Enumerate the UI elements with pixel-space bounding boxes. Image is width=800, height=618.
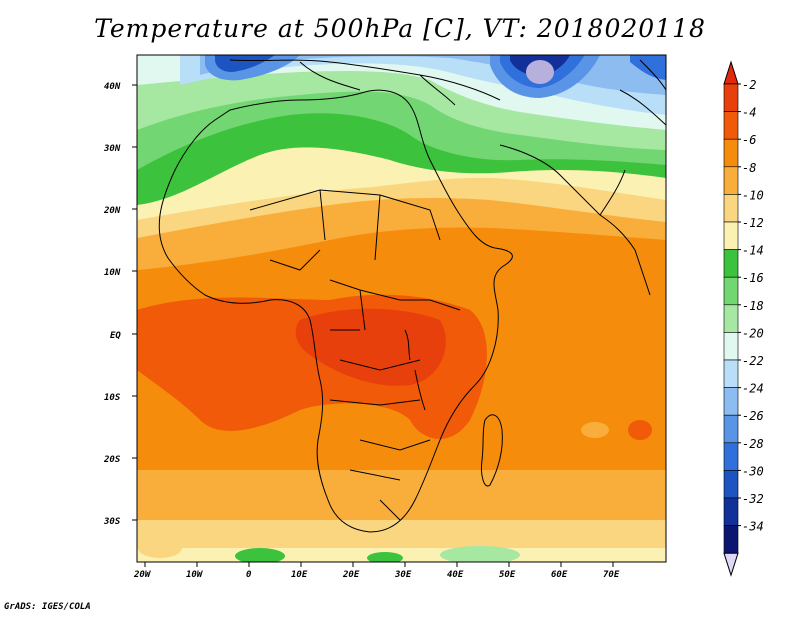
colorbar: -2 -4 -6 -8 -10 -12 -14 -16 -18 -20 -22 -24 -26 -28 -3… (723, 60, 764, 577)
temperature-field (137, 55, 666, 562)
lat-tick-label: 10S (104, 393, 121, 403)
colorbar-label: -20 (742, 326, 764, 340)
longitude-axis: 20W 10W 0 10E 20E 30E 40E 50E 60E 70E (133, 562, 620, 580)
colorbar-swatch (723, 138, 739, 168)
lon-tick-label: 10W (186, 570, 204, 580)
lon-tick-label: 30E (394, 570, 412, 580)
colorbar-swatch (723, 304, 739, 333)
colorbar-swatch (723, 276, 739, 306)
colorbar-label: -16 (742, 271, 764, 285)
colorbar-label: -34 (742, 520, 764, 534)
colorbar-swatch (723, 194, 739, 223)
lon-tick-label: 70E (603, 570, 620, 580)
colorbar-swatch (723, 497, 739, 526)
colorbar-label: -8 (742, 161, 756, 175)
lat-tick-label: 20S (103, 455, 121, 465)
lat-tick-label: 30N (103, 144, 121, 154)
colorbar-label: -18 (742, 299, 764, 313)
lon-tick-label: 40E (447, 570, 464, 580)
colorbar-swatch (723, 83, 739, 112)
colorbar-swatch (723, 470, 739, 499)
lon-tick-label: 50E (499, 570, 516, 580)
lat-tick-label: 30S (103, 517, 121, 527)
colorbar-swatch (723, 111, 739, 140)
colorbar-label: -30 (742, 464, 764, 478)
colorbar-bottom-arrow (723, 552, 739, 577)
lon-tick-label: 20E (342, 570, 360, 580)
latitude-axis: 40N 30N 20N 10N EQ 10S 20S 30S (103, 82, 137, 527)
map-title: Temperature at 500hPa [C], VT: 201802011… (94, 14, 706, 43)
colorbar-swatch (723, 221, 739, 250)
colorbar-label: -24 (742, 382, 764, 396)
colorbar-label: -14 (742, 244, 764, 258)
lat-tick-label: EQ (110, 331, 121, 341)
colorbar-swatch (723, 332, 739, 361)
colorbar-swatch (723, 249, 739, 278)
lon-tick-label: 0 (246, 570, 252, 580)
colorbar-swatch (723, 166, 739, 195)
colorbar-label: -26 (742, 409, 764, 423)
lat-tick-label: 10N (104, 268, 121, 278)
lat-tick-label: 20N (103, 206, 121, 216)
lon-tick-label: 60E (551, 570, 568, 580)
colorbar-label: -4 (742, 106, 756, 120)
colorbar-label: -10 (742, 188, 764, 202)
colorbar-swatch (723, 387, 739, 416)
colorbar-label: -22 (742, 354, 764, 368)
lat-tick-label: 40N (104, 82, 121, 92)
colorbar-swatch (723, 359, 739, 388)
colorbar-label: -28 (742, 437, 764, 451)
footer-credit: GrADS: IGES/COLA (4, 602, 91, 612)
colorbar-label: -12 (742, 216, 764, 230)
plot-frame (136, 54, 667, 563)
colorbar-label: -6 (742, 133, 756, 147)
colorbar-top-arrow (723, 60, 739, 85)
colorbar-label: -2 (742, 78, 756, 92)
colorbar-swatch (723, 525, 739, 554)
colorbar-swatch (723, 414, 739, 444)
colorbar-swatch (723, 442, 739, 471)
coastlines (158, 59, 666, 533)
colorbar-label: -32 (742, 492, 764, 506)
lon-tick-label: 10E (291, 570, 308, 580)
lon-tick-label: 20W (133, 570, 152, 580)
